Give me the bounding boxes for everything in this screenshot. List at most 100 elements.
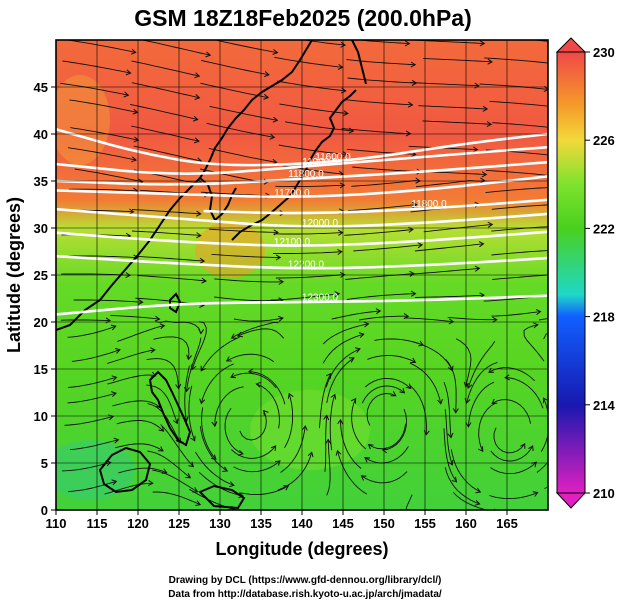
streamline: [146, 384, 178, 424]
streamline-arrow: [410, 290, 417, 297]
streamline-arrow: [186, 354, 192, 361]
streamline-arrow: [175, 383, 182, 390]
streamline: [68, 255, 138, 259]
streamline-arrow: [199, 257, 206, 264]
streamline-arrow: [269, 133, 276, 140]
streamline-arrow: [390, 391, 397, 397]
streamline-arrow: [486, 121, 493, 128]
streamline-arrow: [195, 500, 202, 506]
light-green-patch: [250, 390, 370, 470]
streamline-arrow: [550, 173, 555, 178]
streamline-arrow: [123, 91, 130, 98]
x-tick-label: 110: [46, 516, 67, 531]
streamline: [270, 293, 340, 301]
streamline-arrow: [230, 372, 237, 379]
streamline-arrow: [113, 437, 120, 444]
streamline: [340, 419, 362, 469]
x-tick-label: 140: [291, 516, 313, 531]
streamline-arrow: [287, 392, 294, 399]
x-tick-label: 165: [496, 516, 518, 531]
credit-drawing: Drawing by DCL (https://www.gfd-dennou.o…: [169, 575, 442, 586]
contour-label: 11600.0: [315, 152, 351, 163]
streamline: [450, 449, 481, 493]
streamline: [489, 492, 538, 500]
streamline: [443, 381, 452, 438]
streamline-arrow: [201, 277, 207, 284]
streamline: [60, 319, 111, 322]
colorbar-ticks: 230 226 222 218 214 210: [585, 45, 615, 501]
streamline: [361, 385, 405, 404]
streamline: [322, 333, 364, 364]
streamline-arrow: [190, 364, 197, 371]
streamline: [444, 467, 480, 505]
streamline-arrow: [487, 58, 493, 65]
streamline: [131, 60, 200, 77]
streamline: [351, 180, 420, 187]
streamline-arrow: [447, 432, 454, 439]
streamline: [69, 439, 119, 451]
y-tick-label: 35: [34, 174, 48, 189]
streamline: [131, 125, 199, 142]
streamline-arrow: [342, 151, 349, 158]
streamline-arrow: [210, 454, 217, 461]
streamline: [404, 317, 454, 323]
colorbar-tick-label: 230: [593, 45, 615, 60]
streamline-arrow: [114, 348, 121, 354]
streamline: [447, 316, 497, 321]
x-tick-label: 130: [209, 516, 231, 531]
streamline: [367, 355, 416, 363]
streamline-arrow: [270, 445, 277, 451]
streamline: [343, 99, 413, 106]
streamline: [505, 377, 544, 409]
streamline: [409, 362, 442, 404]
streamline: [199, 426, 228, 472]
x-tick-label: 135: [250, 516, 272, 531]
streamline-arrow: [199, 398, 206, 405]
streamline: [62, 60, 131, 74]
streamline-arrow: [211, 421, 218, 428]
streamline-arrow: [411, 201, 418, 208]
streamline-arrow: [130, 48, 137, 55]
streamline-arrow: [474, 265, 481, 272]
streamline: [147, 450, 191, 479]
streamline-arrow: [451, 476, 458, 483]
streamline-arrow: [150, 347, 156, 354]
streamline-arrow: [360, 475, 367, 481]
y-tick-label: 20: [34, 315, 48, 330]
colorbar-tick-label: 210: [593, 486, 615, 501]
streamline: [237, 328, 285, 339]
streamline: [106, 349, 155, 364]
streamline-arrow: [481, 171, 488, 178]
contour-label: 11800.0: [288, 169, 324, 180]
streamline-arrow: [222, 466, 229, 472]
streamline: [410, 267, 480, 275]
y-tick-label: 5: [41, 456, 48, 471]
streamline: [201, 59, 269, 76]
x-tick-label: 160: [455, 516, 477, 531]
streamline-arrow: [381, 447, 388, 454]
streamline-arrow: [491, 398, 498, 405]
streamline: [492, 122, 548, 128]
streamline: [485, 169, 548, 176]
streamline-arrow: [447, 365, 454, 372]
streamline: [280, 426, 306, 473]
streamline: [152, 469, 198, 493]
streamline-arrow: [272, 116, 279, 123]
streamline: [326, 439, 331, 496]
streamline: [275, 274, 345, 279]
streamline: [277, 80, 346, 92]
streamline-arrow: [154, 315, 161, 322]
streamline: [366, 393, 396, 426]
streamline: [73, 299, 143, 303]
streamline-arrow: [410, 357, 417, 364]
streamline-arrow: [339, 182, 346, 189]
streamline: [160, 424, 194, 467]
streamline: [484, 57, 548, 64]
streamline-arrow: [452, 408, 459, 414]
streamline: [405, 494, 413, 510]
streamline: [67, 40, 136, 53]
y-tick-label: 15: [34, 362, 48, 377]
streamline-arrow: [188, 461, 195, 468]
colorbar-tick-label: 222: [593, 221, 615, 236]
